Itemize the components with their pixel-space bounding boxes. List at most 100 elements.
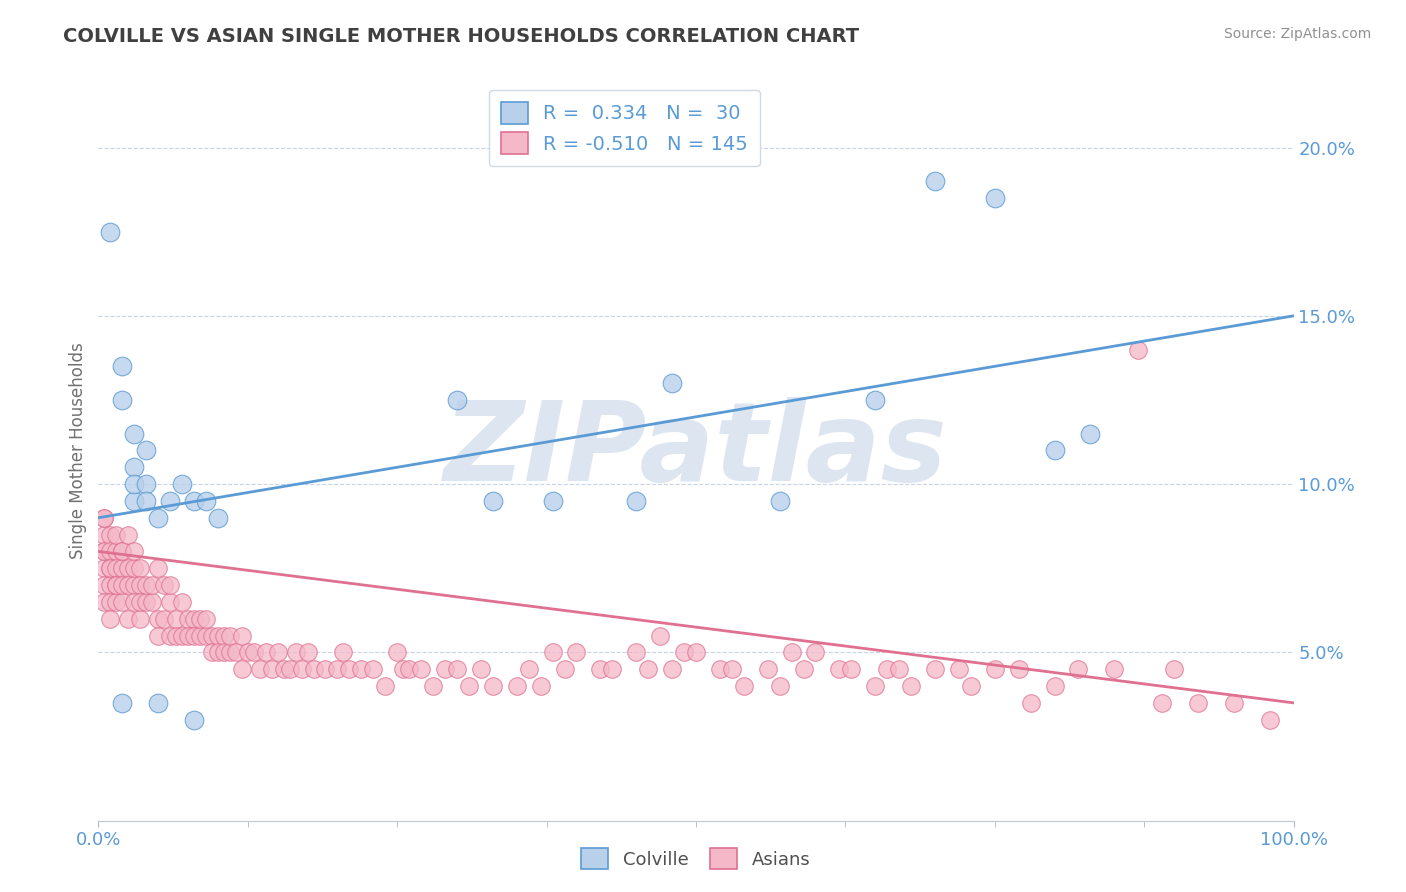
Point [124, 477, 146, 491]
Point [273, 662, 295, 676]
Point [1128, 343, 1150, 357]
Point [350, 662, 373, 676]
Point [105, 544, 128, 558]
Point [129, 578, 152, 592]
Point [98, 225, 122, 239]
Point [924, 662, 946, 676]
Point [960, 679, 983, 693]
Point [105, 561, 128, 575]
Point [254, 645, 277, 659]
Point [733, 679, 755, 693]
Point [183, 612, 205, 626]
Point [458, 679, 481, 693]
Point [135, 578, 157, 592]
Point [148, 612, 170, 626]
Point [249, 662, 271, 676]
Point [554, 662, 576, 676]
Point [924, 174, 946, 188]
Point [626, 645, 648, 659]
Point [482, 679, 505, 693]
Point [267, 645, 290, 659]
Point [188, 612, 211, 626]
Point [124, 460, 146, 475]
Point [129, 612, 152, 626]
Point [219, 628, 242, 642]
Point [709, 662, 731, 676]
Point [661, 662, 683, 676]
Point [98, 612, 122, 626]
Point [602, 662, 624, 676]
Point [105, 578, 128, 592]
Point [183, 713, 205, 727]
Point [841, 662, 863, 676]
Point [212, 645, 235, 659]
Point [159, 494, 181, 508]
Point [1152, 696, 1174, 710]
Point [207, 628, 229, 642]
Text: Source: ZipAtlas.com: Source: ZipAtlas.com [1223, 27, 1371, 41]
Point [278, 662, 301, 676]
Point [183, 494, 205, 508]
Point [93, 561, 115, 575]
Point [1043, 443, 1066, 458]
Point [165, 628, 187, 642]
Point [434, 662, 457, 676]
Point [517, 662, 540, 676]
Point [124, 561, 146, 575]
Point [93, 510, 115, 524]
Point [159, 628, 181, 642]
Point [297, 645, 319, 659]
Point [876, 662, 898, 676]
Point [98, 595, 122, 609]
Point [1258, 713, 1281, 727]
Point [470, 662, 492, 676]
Point [685, 645, 707, 659]
Point [243, 645, 266, 659]
Point [111, 696, 134, 710]
Point [93, 544, 115, 558]
Point [117, 612, 139, 626]
Point [326, 662, 349, 676]
Point [135, 477, 157, 491]
Point [1067, 662, 1090, 676]
Point [98, 544, 122, 558]
Point [236, 645, 259, 659]
Point [637, 662, 659, 676]
Point [124, 426, 146, 441]
Legend: Colville, Asians: Colville, Asians [572, 839, 820, 879]
Point [411, 662, 433, 676]
Point [661, 376, 683, 391]
Y-axis label: Single Mother Households: Single Mother Households [69, 343, 87, 558]
Point [124, 595, 146, 609]
Point [565, 645, 588, 659]
Point [183, 628, 205, 642]
Point [392, 662, 415, 676]
Point [165, 612, 187, 626]
Point [1187, 696, 1209, 710]
Point [626, 494, 648, 508]
Point [446, 662, 468, 676]
Point [105, 527, 128, 541]
Point [212, 628, 235, 642]
Point [153, 612, 176, 626]
Point [385, 645, 409, 659]
Point [129, 595, 152, 609]
Point [148, 561, 170, 575]
Point [153, 578, 176, 592]
Point [172, 628, 194, 642]
Point [482, 494, 505, 508]
Point [721, 662, 744, 676]
Point [117, 527, 139, 541]
Point [135, 494, 157, 508]
Point [1043, 679, 1066, 693]
Point [219, 645, 242, 659]
Point [195, 612, 218, 626]
Point [141, 578, 163, 592]
Point [231, 628, 253, 642]
Point [889, 662, 911, 676]
Point [804, 645, 827, 659]
Point [135, 595, 157, 609]
Point [148, 696, 170, 710]
Point [1163, 662, 1185, 676]
Point [129, 561, 152, 575]
